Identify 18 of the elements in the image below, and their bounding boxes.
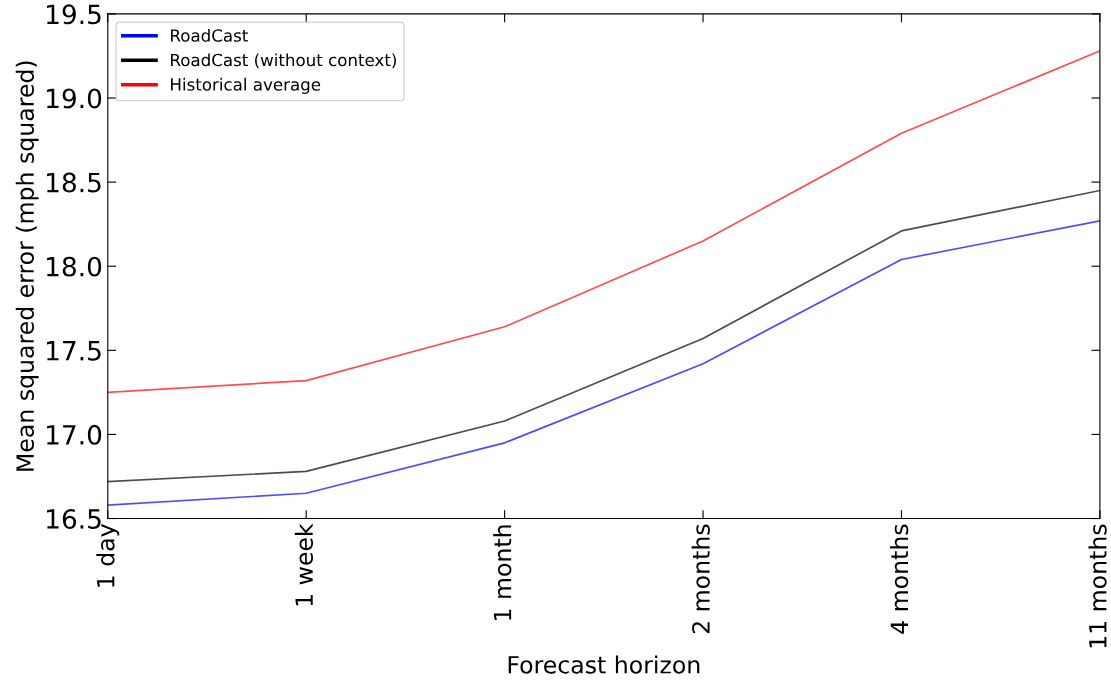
y-tick-label: 18.0 (47, 256, 102, 277)
line-series (107, 50, 1100, 394)
y-tick-label: 19.0 (47, 88, 102, 109)
x-tick-label: 1 month (493, 525, 512, 620)
legend-label: Historical average (171, 77, 321, 94)
y-tick-label: 17.5 (47, 341, 101, 361)
x-tick-label: 4 months (890, 524, 909, 634)
line-series (107, 219, 1100, 506)
legend-label: RoadCast (171, 28, 248, 42)
legend-label: RoadCast (without context) (171, 53, 396, 69)
y-tick-label: 17.0 (47, 424, 102, 445)
x-tick-label: 1 week (294, 523, 314, 606)
y-axis-title: Mean squared error (mph squared) (15, 61, 39, 471)
x-axis-title: Forecast horizon (508, 655, 700, 674)
x-tick-label: 11 months (1088, 524, 1107, 648)
y-tick-label: 19.5 (47, 4, 101, 25)
x-tick-label: 2 months (691, 524, 710, 634)
y-tick-label: 18.5 (47, 172, 101, 193)
